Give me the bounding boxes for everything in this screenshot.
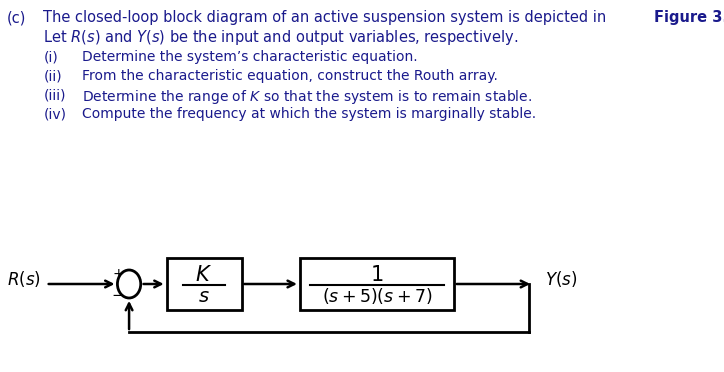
Text: (c): (c) — [7, 10, 26, 25]
Bar — [167, 258, 242, 310]
Text: The closed-loop block diagram of an active suspension system is depicted in: The closed-loop block diagram of an acti… — [43, 10, 611, 25]
Text: Figure 3.: Figure 3. — [654, 10, 724, 25]
Text: +: + — [112, 267, 124, 281]
Text: (i): (i) — [43, 50, 58, 64]
Text: $1$: $1$ — [370, 265, 384, 285]
Text: −: − — [112, 288, 125, 302]
Text: Determine the range of $K$ so that the system is to remain stable.: Determine the range of $K$ so that the s… — [82, 88, 531, 106]
Text: Let $R(s)$ and $Y(s)$ be the input and output variables, respectively.: Let $R(s)$ and $Y(s)$ be the input and o… — [43, 28, 518, 47]
Text: $(s+5)(s+7)$: $(s+5)(s+7)$ — [321, 286, 432, 307]
Text: $K$: $K$ — [195, 265, 213, 285]
Text: $R(s)$: $R(s)$ — [7, 269, 41, 289]
Text: Compute the frequency at which the system is marginally stable.: Compute the frequency at which the syste… — [82, 107, 536, 121]
Text: $Y(s)$: $Y(s)$ — [545, 269, 578, 289]
Text: $s$: $s$ — [198, 287, 210, 306]
Text: Determine the system’s characteristic equation.: Determine the system’s characteristic eq… — [82, 50, 417, 64]
Text: (iii): (iii) — [43, 88, 66, 102]
Text: (iv): (iv) — [43, 107, 67, 121]
Text: (ii): (ii) — [43, 69, 62, 83]
Bar — [300, 258, 454, 310]
Text: From the characteristic equation, construct the Routh array.: From the characteristic equation, constr… — [82, 69, 497, 83]
